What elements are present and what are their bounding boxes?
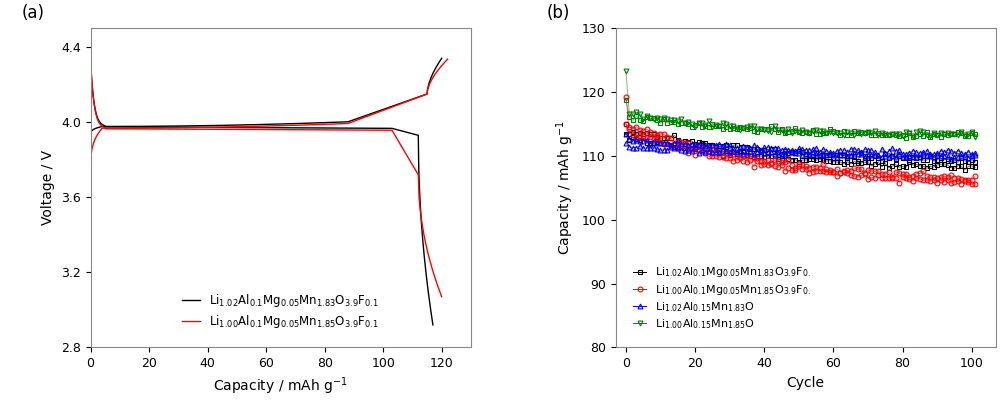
Y-axis label: Capacity / mAh g$^{-1}$: Capacity / mAh g$^{-1}$ <box>554 120 576 255</box>
Legend: Li$_{1.02}$Al$_{0.1}$Mg$_{0.05}$Mn$_{1.83}$O$_{3.9}$F$_{0.1}$, Li$_{1.00}$Al$_{0: Li$_{1.02}$Al$_{0.1}$Mg$_{0.05}$Mn$_{1.8… <box>177 287 384 335</box>
X-axis label: Cycle: Cycle <box>787 376 825 390</box>
Y-axis label: Voltage / V: Voltage / V <box>41 150 55 225</box>
X-axis label: Capacity / mAh g$^{-1}$: Capacity / mAh g$^{-1}$ <box>213 376 348 397</box>
Text: (b): (b) <box>547 4 570 22</box>
Text: (a): (a) <box>22 4 45 22</box>
Legend: Li$_{1.02}$Al$_{0.1}$Mg$_{0.05}$Mn$_{1.83}$O$_{3.9}$F$_{0.}$, Li$_{1.00}$Al$_{0.: Li$_{1.02}$Al$_{0.1}$Mg$_{0.05}$Mn$_{1.8… <box>629 261 816 335</box>
